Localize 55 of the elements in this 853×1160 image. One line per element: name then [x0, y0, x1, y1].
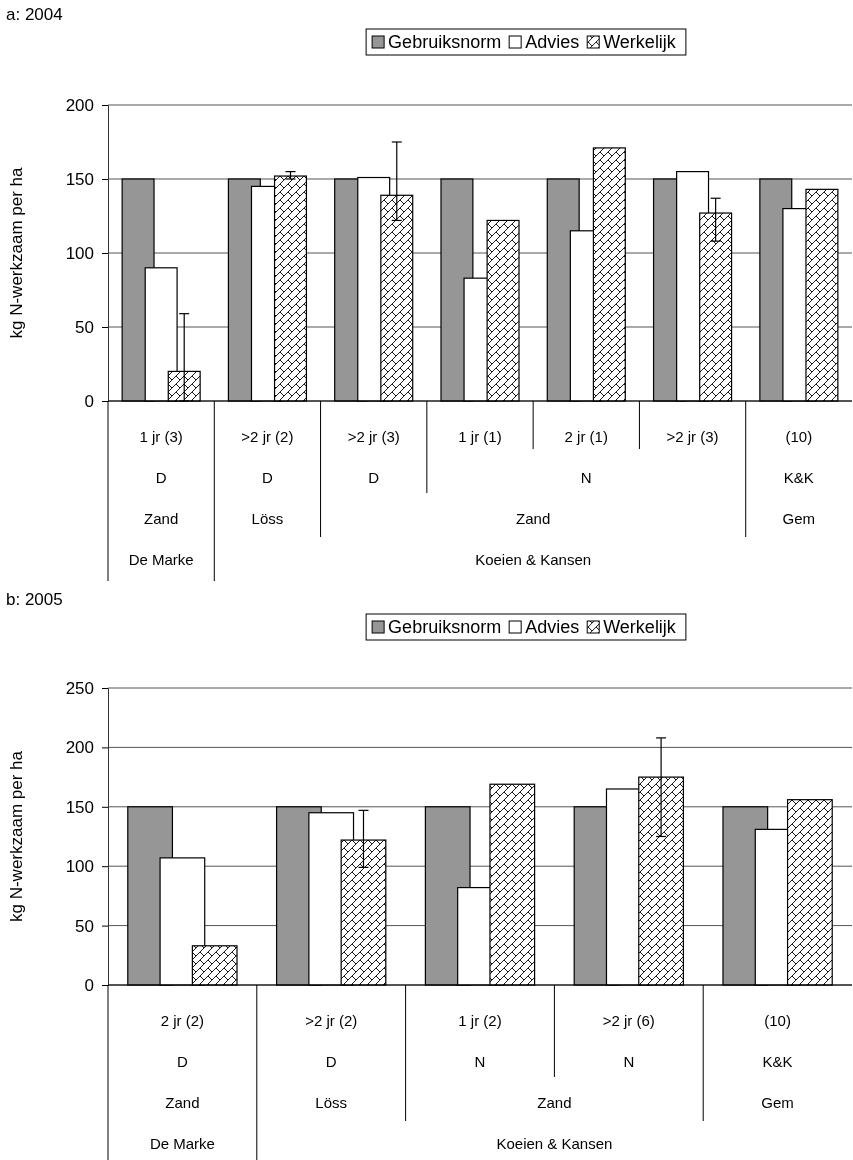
- y-tick-label: 100: [65, 243, 94, 263]
- x-tick-label: 1 jr (3): [139, 428, 183, 445]
- legend-label: Gebruiksnorm: [388, 32, 502, 52]
- text: D: [262, 469, 274, 486]
- x-tick-label: 2 jr (1): [564, 428, 608, 445]
- x-tick-label: >2 jr (2): [305, 1012, 358, 1029]
- text: Löss: [251, 510, 284, 527]
- x-tick-label: >2 jr (3): [666, 428, 719, 445]
- x-tick-label: >2 jr (2): [241, 428, 294, 445]
- text: N: [580, 469, 592, 486]
- text: Koeien & Kansen: [496, 1135, 613, 1152]
- y-tick-label: 200: [65, 95, 94, 115]
- x-tick-label: 2 jr (2): [160, 1012, 205, 1029]
- y-axis-title: kg N-werkzaam per ha: [7, 166, 26, 339]
- legend-label: Advies: [525, 32, 580, 52]
- text: Koeien & Kansen: [475, 551, 592, 568]
- text: D: [176, 1053, 188, 1070]
- y-tick-label: 0: [84, 391, 94, 411]
- legend-label: Advies: [525, 617, 580, 637]
- x-tick-label: (10): [785, 428, 813, 445]
- text: N: [623, 1053, 635, 1070]
- text: De Marke: [149, 1135, 215, 1152]
- x-tick-label: >2 jr (6): [602, 1012, 655, 1029]
- legend-label: Werkelijk: [603, 32, 677, 52]
- text: Zand: [537, 1094, 572, 1111]
- text: K&K: [762, 1053, 793, 1070]
- chart-title: b: 2005: [6, 590, 63, 609]
- text: Gem: [761, 1094, 794, 1111]
- text: Gem: [782, 510, 816, 527]
- chart-title: a: 2004: [6, 5, 63, 24]
- text: Löss: [315, 1094, 348, 1111]
- text: K&K: [783, 469, 814, 486]
- y-tick-label: 250: [65, 678, 94, 698]
- text: Zand: [516, 510, 551, 527]
- x-tick-label: >2 jr (3): [347, 428, 400, 445]
- x-tick-label: 1 jr (2): [458, 1012, 502, 1029]
- text: D: [325, 1053, 337, 1070]
- y-tick-label: 100: [65, 857, 94, 877]
- y-tick-label: 50: [75, 916, 94, 936]
- x-tick-label: 1 jr (1): [458, 428, 502, 445]
- y-tick-label: 0: [84, 975, 94, 995]
- legend-label: Werkelijk: [603, 617, 677, 637]
- y-tick-label: 200: [65, 738, 94, 758]
- text: D: [368, 469, 380, 486]
- text: Zand: [144, 510, 179, 527]
- y-axis-title: kg N-werkzaam per ha: [7, 750, 26, 923]
- text: De Marke: [128, 551, 194, 568]
- legend-label: Gebruiksnorm: [388, 617, 502, 637]
- y-tick-label: 50: [75, 317, 94, 337]
- x-tick-label: (10): [764, 1012, 791, 1029]
- text: N: [474, 1053, 486, 1070]
- y-tick-label: 150: [65, 169, 94, 189]
- text: Zand: [165, 1094, 200, 1111]
- text: D: [155, 469, 167, 486]
- y-tick-label: 150: [65, 797, 94, 817]
